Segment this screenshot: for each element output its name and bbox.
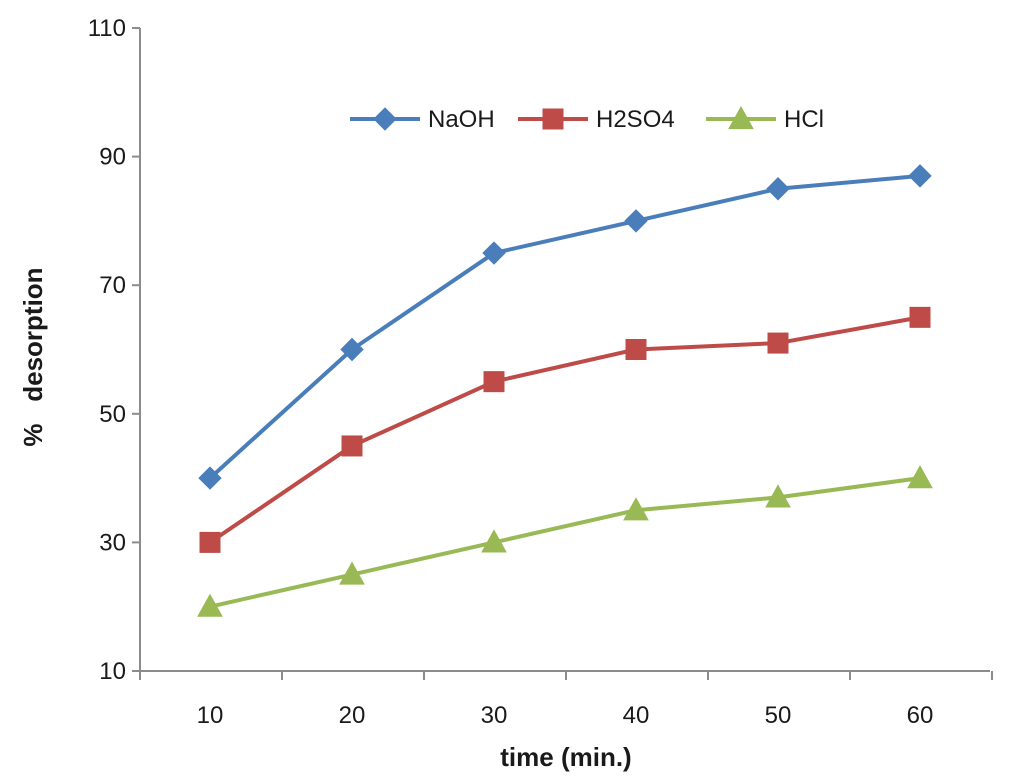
legend-entry-naoh: NaOH [350, 106, 495, 133]
legend-label-naoh: NaOH [428, 106, 495, 133]
legend-marker-h2so4 [542, 108, 564, 130]
series-line-hcl [209, 476, 921, 609]
x-tick-label: 50 [765, 702, 792, 729]
y-tick-label: 90 [99, 144, 126, 171]
legend-label-h2so4: H2SO4 [596, 106, 675, 133]
data-point-hcl [481, 529, 507, 553]
y-tick-label: 110 [88, 15, 126, 42]
series-group [197, 164, 933, 617]
data-point-h2so4 [909, 306, 931, 328]
y-tick-label: 50 [99, 401, 126, 428]
data-point-naoh [766, 177, 790, 201]
x-tick-labels: 10 20 30 40 50 60 [197, 702, 934, 729]
data-point-h2so4 [625, 339, 647, 360]
data-point-h2so4 [767, 332, 789, 354]
axes [132, 27, 993, 680]
data-point-hcl [907, 465, 933, 489]
data-point-hcl [197, 593, 223, 617]
y-axis-title: % desorption [18, 267, 48, 446]
series-line-h2so4 [208, 315, 921, 545]
data-point-hcl [765, 484, 791, 508]
legend: NaOH H2SO4 HCl [350, 105, 824, 133]
series-line-naoh [208, 173, 921, 480]
data-point-naoh [198, 466, 222, 490]
series-h2so4 [199, 306, 931, 553]
data-point-naoh [482, 241, 506, 265]
y-tick-labels: 10 30 50 70 90 110 [88, 15, 126, 685]
legend-entry-h2so4: H2SO4 [518, 106, 675, 133]
series-naoh [198, 164, 932, 490]
data-point-h2so4 [341, 435, 363, 457]
y-tick-label: 10 [99, 658, 126, 685]
series-hcl [197, 465, 933, 617]
data-point-naoh [908, 164, 932, 188]
x-tick-label: 10 [197, 702, 224, 729]
y-tick-label: 30 [99, 529, 126, 556]
legend-marker-naoh [373, 107, 397, 131]
x-axis-title: time (min.) [500, 742, 631, 772]
x-tick-label: 30 [481, 702, 508, 729]
data-point-naoh [340, 337, 364, 362]
data-point-naoh [624, 209, 648, 233]
data-point-h2so4 [483, 371, 505, 393]
y-tick-label: 70 [99, 272, 126, 299]
x-tick-label: 60 [907, 702, 934, 729]
data-point-hcl [339, 561, 365, 585]
data-point-h2so4 [199, 531, 221, 553]
data-point-hcl [623, 497, 649, 521]
x-tick-label: 20 [339, 702, 366, 729]
legend-entry-hcl: HCl [706, 105, 824, 133]
legend-label-hcl: HCl [784, 106, 824, 133]
legend-marker-hcl [728, 105, 754, 130]
x-tick-label: 40 [623, 702, 650, 729]
